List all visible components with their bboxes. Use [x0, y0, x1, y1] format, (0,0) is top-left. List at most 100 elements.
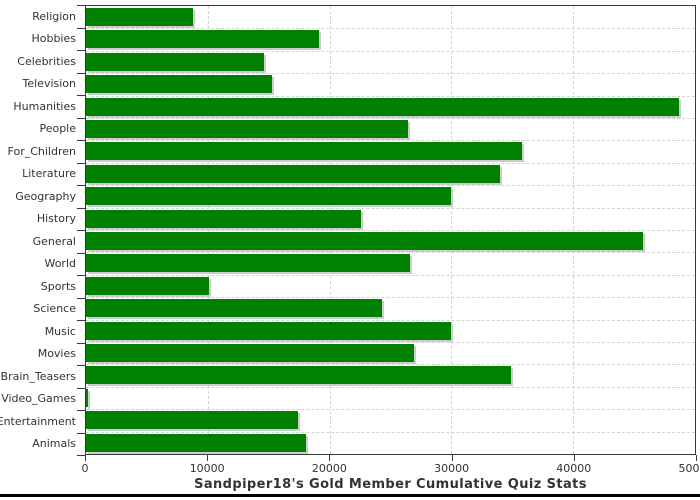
category-tick: [77, 5, 85, 6]
row-gridline: [86, 386, 695, 388]
bar-animals: [86, 433, 307, 452]
bar-people: [86, 120, 408, 138]
bar-brain_teasers: [86, 366, 512, 385]
category-label: Geography: [15, 189, 76, 203]
value-gridline: [207, 6, 209, 454]
bar-humanities: [86, 97, 680, 116]
value-tick-label: 50000: [678, 462, 700, 475]
category-tick: [77, 230, 85, 231]
row-gridline: [86, 118, 695, 119]
value-gridline: [451, 6, 453, 454]
bottom-divider: [0, 494, 700, 497]
category-label: Video_Games: [1, 392, 76, 406]
row-gridline: [86, 140, 695, 142]
category-tick: [77, 387, 85, 389]
category-label: World: [44, 257, 76, 271]
category-tick: [77, 72, 85, 74]
category-ticks: [0, 0, 85, 500]
value-tick-label: 10000: [189, 462, 225, 475]
category-tick: [77, 320, 85, 321]
value-tick-label: 20000: [311, 462, 347, 475]
bar-geography: [86, 187, 452, 206]
category-label: Brain_Teasers: [0, 369, 76, 383]
category-tick: [77, 185, 85, 186]
category-label: People: [39, 122, 76, 136]
value-tick: [573, 455, 575, 461]
row-gridline: [86, 185, 695, 187]
category-label: Literature: [22, 167, 76, 181]
category-label: Animals: [32, 437, 76, 451]
category-label: Humanities: [13, 99, 76, 113]
row-gridline: [86, 28, 695, 30]
bar-history: [86, 209, 362, 228]
category-tick: [77, 50, 85, 51]
category-label: Television: [22, 77, 77, 91]
bar-general: [86, 232, 643, 250]
row-gridline: [86, 431, 695, 433]
category-label: History: [36, 212, 76, 226]
bar-for_children: [86, 142, 523, 161]
value-tick-label: 40000: [556, 462, 592, 475]
category-tick: [77, 297, 85, 299]
bar-world: [86, 254, 410, 273]
category-label: Religion: [32, 9, 76, 23]
bar-movies: [86, 344, 414, 362]
category-tick: [77, 162, 85, 164]
row-gridline: [86, 252, 695, 254]
category-tick: [77, 117, 85, 119]
category-label: Entertainment: [0, 414, 76, 428]
bar-religion: [86, 8, 194, 26]
category-tick: [77, 365, 85, 366]
row-gridline: [86, 207, 695, 209]
row-gridline: [86, 319, 695, 321]
category-label: Celebrities: [17, 54, 76, 68]
bar-science: [86, 299, 382, 318]
category-label: Science: [33, 302, 76, 316]
value-gridline: [329, 6, 331, 454]
category-tick: [77, 140, 85, 141]
category-tick: [77, 27, 85, 29]
plot-area: [85, 5, 696, 455]
bar-literature: [86, 164, 501, 183]
value-tick-label: 30000: [434, 462, 470, 475]
category-tick: [77, 207, 85, 209]
value-tick: [207, 455, 209, 461]
category-tick: [77, 432, 85, 434]
bar-television: [86, 75, 273, 94]
chart-title: Sandpiper18's Gold Member Cumulative Qui…: [194, 477, 587, 492]
row-gridline: [86, 95, 695, 97]
category-tick: [77, 410, 85, 411]
row-gridline: [86, 73, 695, 75]
category-tick: [77, 455, 85, 456]
bar-video_games: [86, 388, 89, 407]
category-axis: Religion Hobbies Celebrities Television Huma…: [0, 5, 76, 455]
category-label: Sports: [40, 279, 76, 293]
category-label: Movies: [37, 347, 76, 361]
row-gridline: [86, 50, 695, 52]
value-gridline: [573, 6, 575, 454]
row-gridline: [86, 162, 695, 164]
category-label: Music: [44, 324, 76, 338]
row-gridline: [86, 297, 695, 299]
category-label: Hobbies: [31, 32, 76, 46]
row-gridline: [86, 342, 695, 343]
category-tick: [77, 275, 85, 276]
category-tick: [77, 252, 85, 254]
category-tick: [77, 95, 85, 96]
bar-celebrities: [86, 52, 264, 71]
category-label: For_Children: [7, 144, 76, 158]
value-tick: [696, 455, 697, 461]
bar-music: [86, 321, 452, 340]
bar-entertainment: [86, 411, 298, 430]
value-tick: [329, 455, 331, 461]
bar-sports: [86, 276, 210, 295]
row-gridline: [86, 364, 695, 366]
row-gridline: [86, 409, 695, 411]
category-tick: [77, 342, 85, 344]
value-tick: [451, 455, 453, 461]
category-label: General: [32, 234, 76, 248]
row-gridline: [86, 274, 695, 276]
value-tick: [85, 455, 86, 461]
bar-hobbies: [86, 30, 319, 49]
